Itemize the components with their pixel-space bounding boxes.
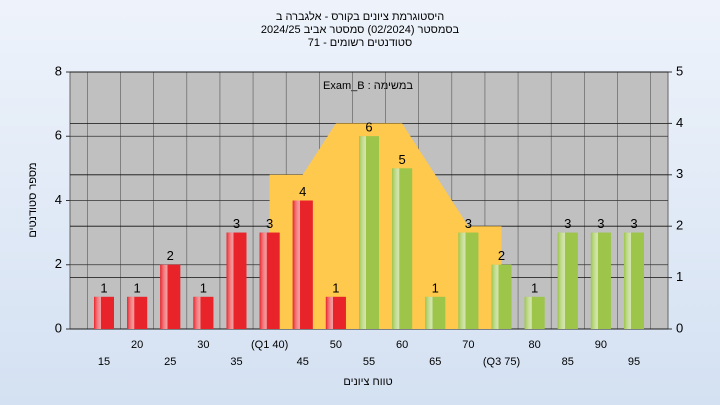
- value-label: 3: [597, 216, 604, 231]
- bar-shine: [491, 264, 512, 329]
- bar-shine: [458, 232, 479, 329]
- bar-shine: [590, 232, 611, 329]
- x-tick-label: 95: [628, 356, 640, 368]
- bar-shine: [624, 232, 644, 329]
- chart-subtitle: סטודנטים רשומים - 71: [308, 37, 412, 49]
- bar-layer: [94, 136, 644, 329]
- annotation: Exam_B : במשימה: [323, 80, 413, 92]
- y-axis-label: מספר סטודנטים: [27, 162, 39, 237]
- bar-shine: [325, 296, 346, 329]
- value-label: 2: [167, 248, 174, 263]
- value-label: 1: [432, 280, 439, 295]
- x-tick-label: 65: [429, 356, 441, 368]
- x-tick-label: 70: [462, 339, 474, 351]
- x-tick-label: 80: [529, 339, 541, 351]
- y2-tick-label: 4: [676, 115, 683, 130]
- x-tick-label: 45: [297, 356, 309, 368]
- value-label: 6: [365, 120, 372, 135]
- y-tick-label: 2: [55, 256, 62, 271]
- x-tick-label: 20: [131, 339, 143, 351]
- y2-tick-label: 0: [676, 320, 683, 335]
- bar-shine: [557, 232, 578, 329]
- value-label: 3: [465, 216, 472, 231]
- x-tick-label: 35: [230, 356, 242, 368]
- value-label: 1: [332, 280, 339, 295]
- x-axis-label: טווח ציונים: [343, 376, 392, 388]
- bar-shine: [292, 200, 313, 329]
- y2-tick-label: 3: [676, 166, 683, 181]
- x-tick-label: 15: [98, 356, 110, 368]
- bar-shine: [425, 296, 446, 329]
- value-label: 3: [564, 216, 571, 231]
- y-tick-label: 8: [55, 63, 62, 78]
- y-tick-label: 4: [55, 192, 62, 207]
- bar-shine: [524, 296, 545, 329]
- bar-shine: [392, 168, 413, 329]
- chart-subtitle: בסמסטר (02/2024) סמסטר אביב 2024/25: [261, 24, 460, 36]
- area: [269, 123, 502, 330]
- x-tick-label: 30: [197, 339, 209, 351]
- value-label: 1: [200, 280, 207, 295]
- bar-shine: [160, 264, 181, 329]
- bar-shine: [259, 232, 280, 329]
- x-tick-label: (Q1 40): [251, 339, 288, 351]
- x-tick-label: 25: [164, 356, 176, 368]
- bar-shine: [94, 296, 114, 329]
- x-tick-label: 85: [562, 356, 574, 368]
- value-label: 1: [134, 280, 141, 295]
- bar-shine: [193, 296, 214, 329]
- x-tick-label: 50: [330, 339, 342, 351]
- y2-tick-label: 2: [676, 218, 683, 233]
- x-tick-label: 90: [595, 339, 607, 351]
- bar-shine: [226, 232, 247, 329]
- x-tick-label: (Q3 75): [483, 356, 520, 368]
- area-layer: [269, 123, 502, 330]
- y2-tick-label: 1: [676, 269, 683, 284]
- value-label: 1: [531, 280, 538, 295]
- y-tick-label: 6: [55, 128, 62, 143]
- value-label: 3: [630, 216, 637, 231]
- y2-tick-label: 5: [676, 63, 683, 78]
- x-tick-label: 60: [396, 339, 408, 351]
- value-label: 3: [233, 216, 240, 231]
- value-label: 3: [266, 216, 273, 231]
- value-label: 2: [498, 248, 505, 263]
- value-label: 1: [100, 280, 107, 295]
- bar-shine: [359, 136, 379, 329]
- bar-shine: [127, 296, 148, 329]
- value-label: 4: [299, 184, 306, 199]
- y-tick-label: 0: [55, 320, 62, 335]
- chart-title: היסטוגרמת ציונים בקורס - אלגברה ב: [276, 10, 444, 23]
- value-label: 5: [399, 152, 406, 167]
- x-tick-label: 55: [363, 356, 375, 368]
